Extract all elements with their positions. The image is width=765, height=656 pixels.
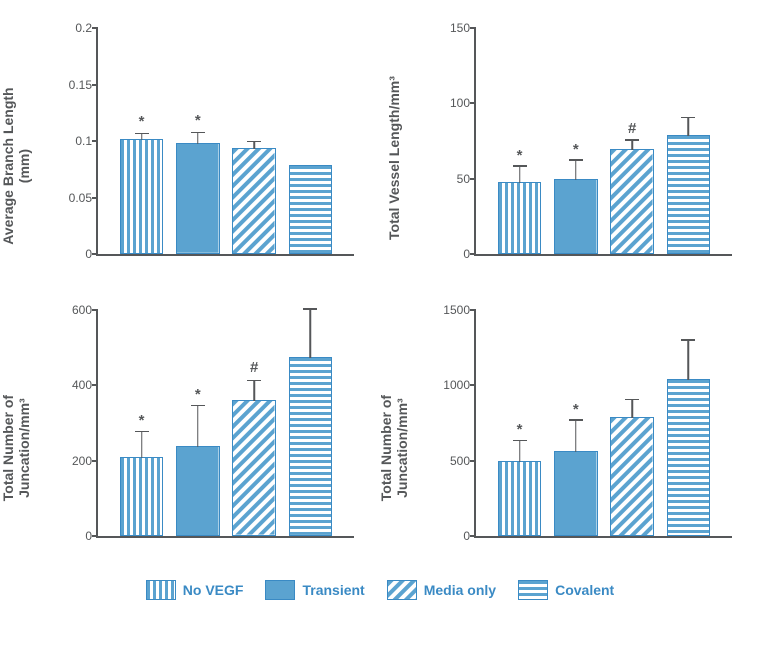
ytick-label: 200 [72,454,98,468]
error-bar [519,167,521,183]
significance-mark: * [573,401,579,418]
error-bar [688,341,690,380]
legend-item-media: Media only [387,580,496,600]
legend-label: Transient [302,582,364,598]
error-cap [247,380,261,382]
ytick-label: 150 [450,21,476,35]
legend-item-transient: Transient [265,580,364,600]
panel-total_vessel_length: Total Vessel Length/mm³050100150**# [398,20,740,280]
error-cap [569,159,583,161]
error-cap [681,339,695,341]
ytick-label: 0.2 [75,21,98,35]
error-cap [513,440,527,442]
error-cap [625,139,639,141]
plot-area: 050100150**# [474,28,732,256]
significance-mark: * [139,113,145,130]
error-bar [197,133,199,144]
ytick-label: 600 [72,303,98,317]
ytick-label: 50 [457,172,476,186]
ytick-label: 500 [450,454,476,468]
significance-mark: * [517,421,523,438]
legend-label: No VEGF [183,582,244,598]
error-bar [197,406,199,447]
bar-transient: * [176,446,220,536]
error-bar [631,141,633,150]
bar-no_vegf: * [498,461,542,536]
error-cap [681,117,695,119]
ytick-label: 0 [463,529,476,543]
legend-item-covalent: Covalent [518,580,614,600]
bar-covalent [289,165,333,254]
bar-transient: * [554,451,598,536]
bar-no_vegf: * [120,139,164,254]
ytick-label: 0 [85,247,98,261]
bar-media: # [232,400,276,536]
bar-covalent [289,357,333,536]
legend-label: Media only [424,582,496,598]
error-bar [253,142,255,149]
error-bar [688,118,690,136]
ytick-label: 1000 [443,378,476,392]
error-cap [625,399,639,401]
error-cap [513,165,527,167]
ylabel: Total Number ofJuncation/mm³ [0,395,32,501]
error-cap [135,133,149,135]
error-bar [575,421,577,452]
error-cap [303,308,317,310]
bar-transient: * [176,143,220,254]
chart-grid: Average Branch Length(mm)00.050.10.150.2… [20,20,740,562]
ytick-label: 400 [72,378,98,392]
ylabel: Total Vessel Length/mm³ [386,76,402,240]
bar-covalent [667,379,711,536]
significance-mark: # [628,120,636,137]
bar-media [610,417,654,536]
bar-no_vegf: * [120,457,164,536]
bar-covalent [667,135,711,254]
significance-mark: * [573,141,579,158]
ylabel: Total Number ofJuncation/mm³ [378,395,410,501]
ytick-label: 0.05 [69,191,98,205]
bar-media: # [610,149,654,254]
legend-item-no_vegf: No VEGF [146,580,244,600]
ytick-label: 0 [463,247,476,261]
ytick-label: 0.1 [75,134,98,148]
legend: No VEGF Transient Media only Covalent [20,580,740,600]
ylabel: Average Branch Length(mm) [0,87,32,244]
legend-swatch [146,580,176,600]
significance-mark: * [517,147,523,164]
error-cap [191,405,205,407]
legend-swatch [387,580,417,600]
ytick-label: 0 [85,529,98,543]
significance-mark: * [195,112,201,129]
ytick-label: 1500 [443,303,476,317]
error-cap [191,132,205,134]
bar-no_vegf: * [498,182,542,254]
error-cap [569,419,583,421]
panel-total_junctions_left: Total Number ofJuncation/mm³0200400600**… [20,302,362,562]
significance-mark: # [250,359,258,376]
error-bar [141,134,143,140]
ytick-label: 0.15 [69,78,98,92]
error-bar [253,381,255,401]
error-bar [575,161,577,180]
legend-swatch [265,580,295,600]
plot-area: 00.050.10.150.2** [96,28,354,256]
significance-mark: * [195,386,201,403]
error-cap [135,431,149,433]
ytick-label: 100 [450,96,476,110]
legend-swatch [518,580,548,600]
error-bar [310,310,312,358]
plot-area: 050010001500** [474,310,732,538]
error-bar [631,400,633,418]
error-bar [141,432,143,458]
panel-total_junctions_right: Total Number ofJuncation/mm³050010001500… [398,302,740,562]
legend-label: Covalent [555,582,614,598]
plot-area: 0200400600**# [96,310,354,538]
error-cap [247,141,261,143]
bar-media [232,148,276,254]
bar-transient: * [554,179,598,254]
significance-mark: * [139,412,145,429]
error-bar [519,441,521,462]
panel-avg_branch_length: Average Branch Length(mm)00.050.10.150.2… [20,20,362,280]
